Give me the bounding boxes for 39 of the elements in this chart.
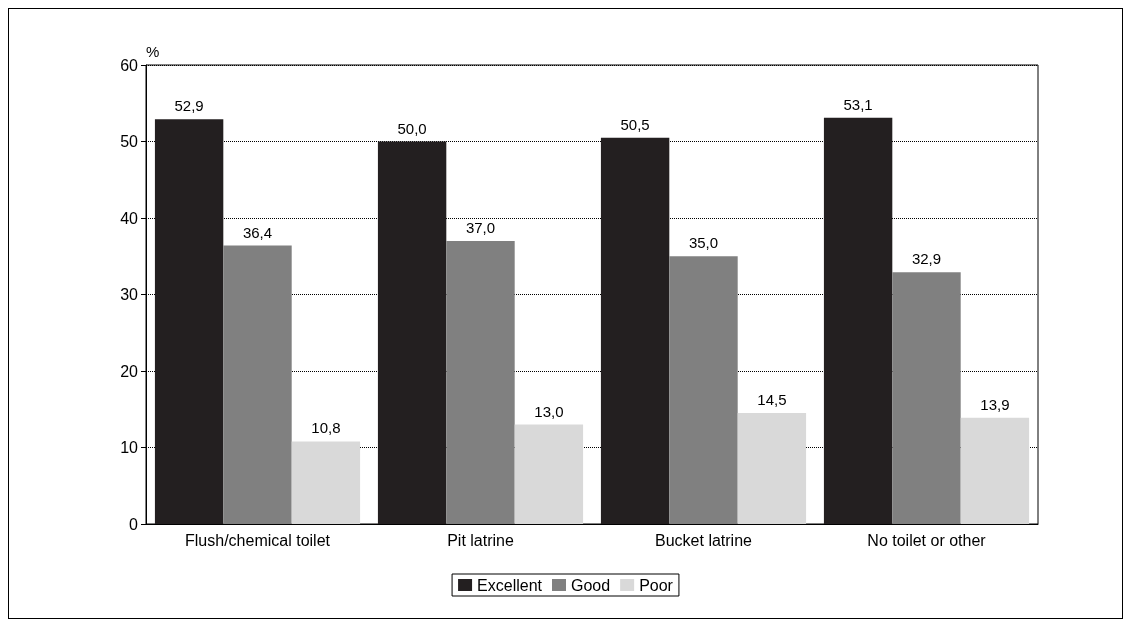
y-tick-label: 40 [120,209,139,227]
bar [669,256,738,524]
data-label: 10,8 [311,419,341,437]
data-label: 50,5 [620,115,650,133]
data-label: 36,4 [242,223,273,241]
data-label: 37,0 [465,218,496,236]
x-tick-label: Bucket latrine [655,531,753,549]
y-axis-title: % [146,43,160,60]
y-tick-label: 0 [129,515,139,533]
legend-label: Excellent [477,576,543,594]
y-tick-label: 10 [120,439,139,456]
data-label: 13,9 [980,395,1010,413]
y-tick-label: 50 [120,133,139,150]
bar [892,272,961,524]
x-tick-label: Pit latrine [447,531,514,549]
bar [291,441,361,524]
bar [377,141,447,524]
y-tick-label: 60 [120,56,139,74]
data-label: 53,1 [843,95,873,113]
y-tick-label: 30 [120,286,139,303]
bar [737,413,807,524]
data-label: 13,0 [534,402,564,420]
bar [823,117,893,524]
data-label: 35,0 [688,234,719,252]
bar [446,240,515,524]
x-tick-label: No toilet or other [867,531,987,549]
data-label: 52,9 [174,97,204,115]
data-label: 50,0 [397,119,427,137]
x-tick-label: Flush/chemical toilet [185,531,331,549]
bar [600,137,670,524]
bar [960,417,1030,524]
data-label: 32,9 [911,250,942,268]
bar [223,245,292,524]
data-label: 14,5 [757,391,787,409]
legend-label: Poor [639,576,674,594]
bar [514,424,584,524]
bar [154,119,224,524]
legend-label: Good [570,576,611,594]
y-tick-label: 20 [120,362,139,380]
